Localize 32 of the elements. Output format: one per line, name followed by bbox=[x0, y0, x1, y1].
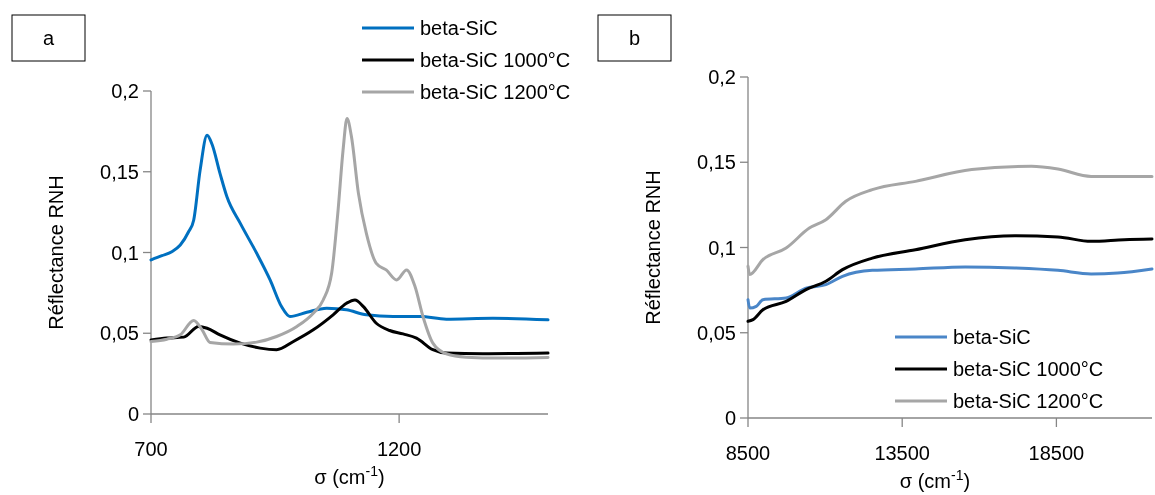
y-axis-title: Réflectance RNH bbox=[642, 170, 664, 325]
x-tick-label: 13500 bbox=[874, 442, 931, 464]
y-tick-label: 0,1 bbox=[111, 241, 139, 264]
legend-label: beta-SiC 1000°C bbox=[420, 49, 571, 71]
y-tick-label: 0 bbox=[127, 403, 139, 425]
line-series bbox=[149, 133, 550, 322]
y-tick-label: 0,1 bbox=[708, 236, 736, 259]
y-tick-label: 0,2 bbox=[708, 66, 736, 88]
y-tick-label: 0,05 bbox=[100, 322, 139, 345]
x-tick-label: 700 bbox=[134, 438, 168, 460]
line-series bbox=[746, 234, 1154, 323]
x-tick-label: 18500 bbox=[1028, 442, 1085, 464]
legend-label: beta-SiC bbox=[953, 326, 1031, 348]
y-tick-label: 0,05 bbox=[697, 321, 736, 344]
y-tick-label: 0,15 bbox=[697, 151, 736, 174]
chart-title: b bbox=[628, 27, 641, 49]
x-tick-label: 8500 bbox=[725, 442, 771, 464]
legend-label: beta-SiC 1000°C bbox=[953, 358, 1104, 380]
line-series bbox=[149, 117, 550, 360]
y-axis-title: Réflectance RNH bbox=[45, 175, 67, 330]
x-axis-title: σ (cm$^{-1}$) bbox=[899, 467, 971, 492]
x-tick-label: 1200 bbox=[376, 438, 422, 460]
y-tick-label: 0,15 bbox=[100, 160, 139, 183]
legend-label: beta-SiC bbox=[420, 17, 498, 39]
chart-title: a bbox=[42, 27, 55, 49]
y-tick-label: 0 bbox=[724, 407, 736, 429]
line-series bbox=[746, 265, 1154, 310]
legend-label: beta-SiC 1200°C bbox=[953, 390, 1104, 412]
legend-label: beta-SiC 1200°C bbox=[420, 81, 571, 103]
x-axis-title: σ (cm$^{-1}$) bbox=[314, 463, 385, 488]
y-tick-label: 0,2 bbox=[111, 80, 139, 102]
line-series bbox=[746, 164, 1154, 277]
